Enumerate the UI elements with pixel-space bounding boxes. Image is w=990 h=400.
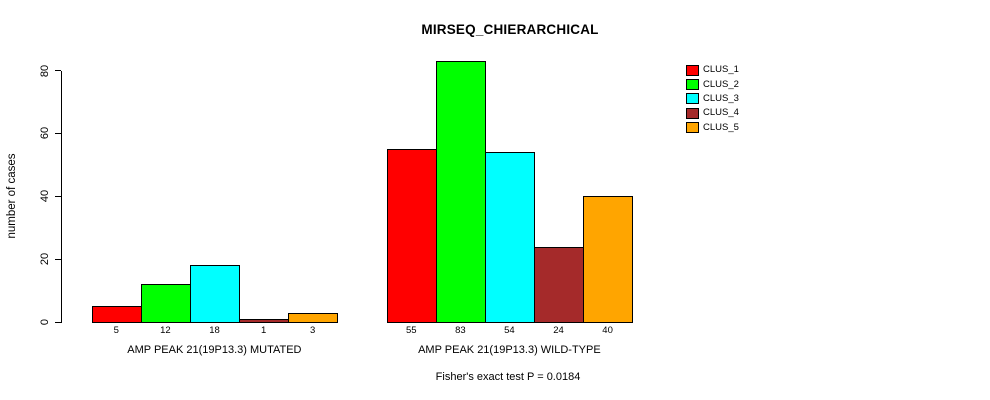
legend-label: CLUS_1 (703, 64, 739, 76)
y-tick-label: 80 (39, 64, 51, 77)
bar-clus_4-group2 (534, 247, 585, 323)
legend: CLUS_1 CLUS_2 CLUS_3 CLUS_4 CLUS_5 (686, 63, 739, 134)
bar-clus_2-group1 (140, 284, 191, 323)
fisher-test-annotation: Fisher's exact test P = 0.0184 (435, 371, 581, 383)
legend-item-clus_2: CLUS_2 (686, 77, 739, 91)
y-tick-label: 40 (39, 190, 51, 203)
bar-value-label: 55 (406, 325, 417, 336)
legend-swatch-clus_5 (686, 121, 699, 133)
chart-title: MIRSEQ_CHIERARCHICAL (421, 22, 599, 37)
y-tick-label: 20 (39, 253, 51, 266)
legend-label: CLUS_2 (703, 78, 739, 90)
bar-value-label: 1 (260, 325, 267, 336)
legend-item-clus_3: CLUS_3 (686, 92, 739, 106)
legend-swatch-clus_3 (686, 93, 699, 105)
bar-clus_3-group2 (484, 152, 535, 323)
y-tick-mark (55, 258, 61, 260)
legend-swatch-clus_4 (686, 107, 699, 119)
bar-value-label: 54 (504, 325, 515, 336)
legend-item-clus_5: CLUS_5 (686, 120, 739, 134)
y-tick-mark (55, 195, 61, 197)
y-tick-mark (55, 132, 61, 134)
y-tick-label: 60 (39, 127, 51, 140)
y-axis-line (61, 71, 62, 323)
bar-clus_2-group2 (435, 61, 486, 323)
bar-clus_1-group1 (91, 306, 142, 323)
bar-clus_5-group1 (288, 313, 339, 323)
bar-clus_1-group2 (386, 149, 437, 323)
legend-label: CLUS_5 (703, 121, 739, 133)
legend-swatch-clus_1 (686, 64, 699, 76)
bar-value-label: 24 (553, 325, 564, 336)
bar-clus_3-group1 (189, 265, 240, 323)
bar-value-label: 3 (310, 325, 316, 336)
x-category-label: AMP PEAK 21(19P13.3) MUTATED (127, 344, 302, 356)
bar-value-label: 18 (209, 325, 220, 336)
legend-item-clus_4: CLUS_4 (686, 106, 739, 120)
bar-value-label: 40 (602, 325, 613, 336)
legend-label: CLUS_4 (703, 107, 739, 119)
x-category-label: AMP PEAK 21(19P13.3) WILD-TYPE (418, 344, 601, 356)
bar-clus_4-group1 (239, 319, 290, 323)
legend-label: CLUS_3 (703, 92, 739, 104)
y-axis-title: number of cases (6, 153, 18, 239)
y-tick-mark (55, 70, 61, 71)
y-tick-mark (55, 321, 61, 323)
bar-value-label: 5 (113, 325, 119, 336)
legend-swatch-clus_2 (686, 78, 699, 90)
bar-clus_5-group2 (583, 196, 634, 323)
legend-item-clus_1: CLUS_1 (686, 63, 739, 77)
y-tick-label: 0 (39, 318, 51, 326)
bar-value-label: 83 (455, 325, 466, 336)
bar-value-label: 12 (160, 325, 171, 336)
